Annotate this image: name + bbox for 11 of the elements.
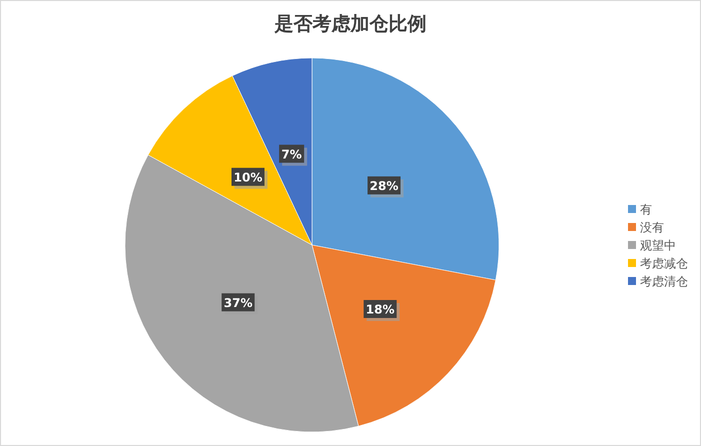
data-label: 37% [224, 296, 252, 310]
data-label: 10% [234, 170, 262, 184]
chart-title: 是否考虑加仓比例 [274, 13, 426, 35]
legend-label: 没有 [640, 220, 664, 234]
legend-label: 考虑减仓 [640, 256, 688, 270]
legend-label: 考虑清仓 [640, 274, 688, 288]
legend-label: 有 [640, 202, 652, 216]
data-label: 28% [370, 178, 398, 193]
data-label: 18% [366, 302, 395, 317]
data-label: 7% [281, 147, 302, 162]
legend-label: 观望中 [640, 238, 676, 252]
